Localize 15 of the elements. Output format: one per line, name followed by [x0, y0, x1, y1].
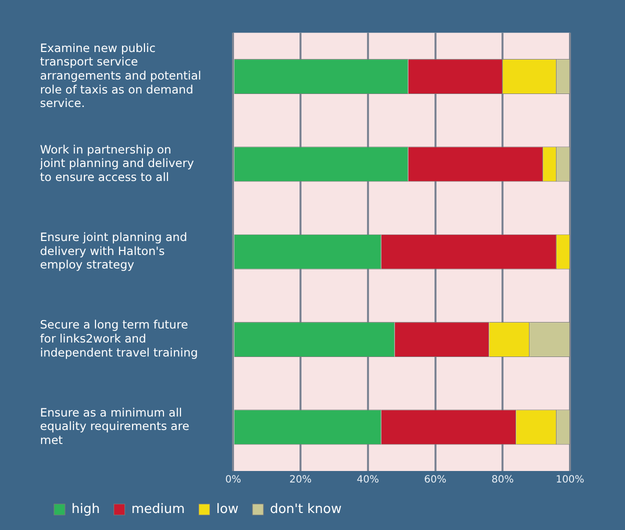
x-tick-label: 80%: [492, 474, 514, 486]
y-tick-label: Ensure as a minimum all equality requirements are met: [40, 405, 190, 447]
y-tick-label: Examine new public transport service arrangements and potential role of taxis as on demand service.: [40, 40, 202, 110]
legend-label: low: [216, 502, 239, 517]
y-tick-label: Ensure joint planning and delivery with Halton's employ strategy: [40, 230, 188, 272]
legend-label: high: [72, 502, 100, 517]
x-tick-label: 40%: [356, 474, 380, 486]
y-tick-label: Secure a long term future for links2work and independent travel training: [40, 318, 198, 360]
x-tick-label: 100%: [556, 474, 584, 486]
legend-label: don't know: [270, 502, 342, 517]
y-tick-label: Work in partnership on joint planning and delivery to ensure access to all: [39, 142, 194, 184]
x-tick-label: 20%: [289, 474, 312, 486]
x-tick-label: 60%: [424, 474, 446, 486]
x-tick-label: 0%: [225, 474, 242, 486]
legend-label: medium: [131, 502, 185, 517]
